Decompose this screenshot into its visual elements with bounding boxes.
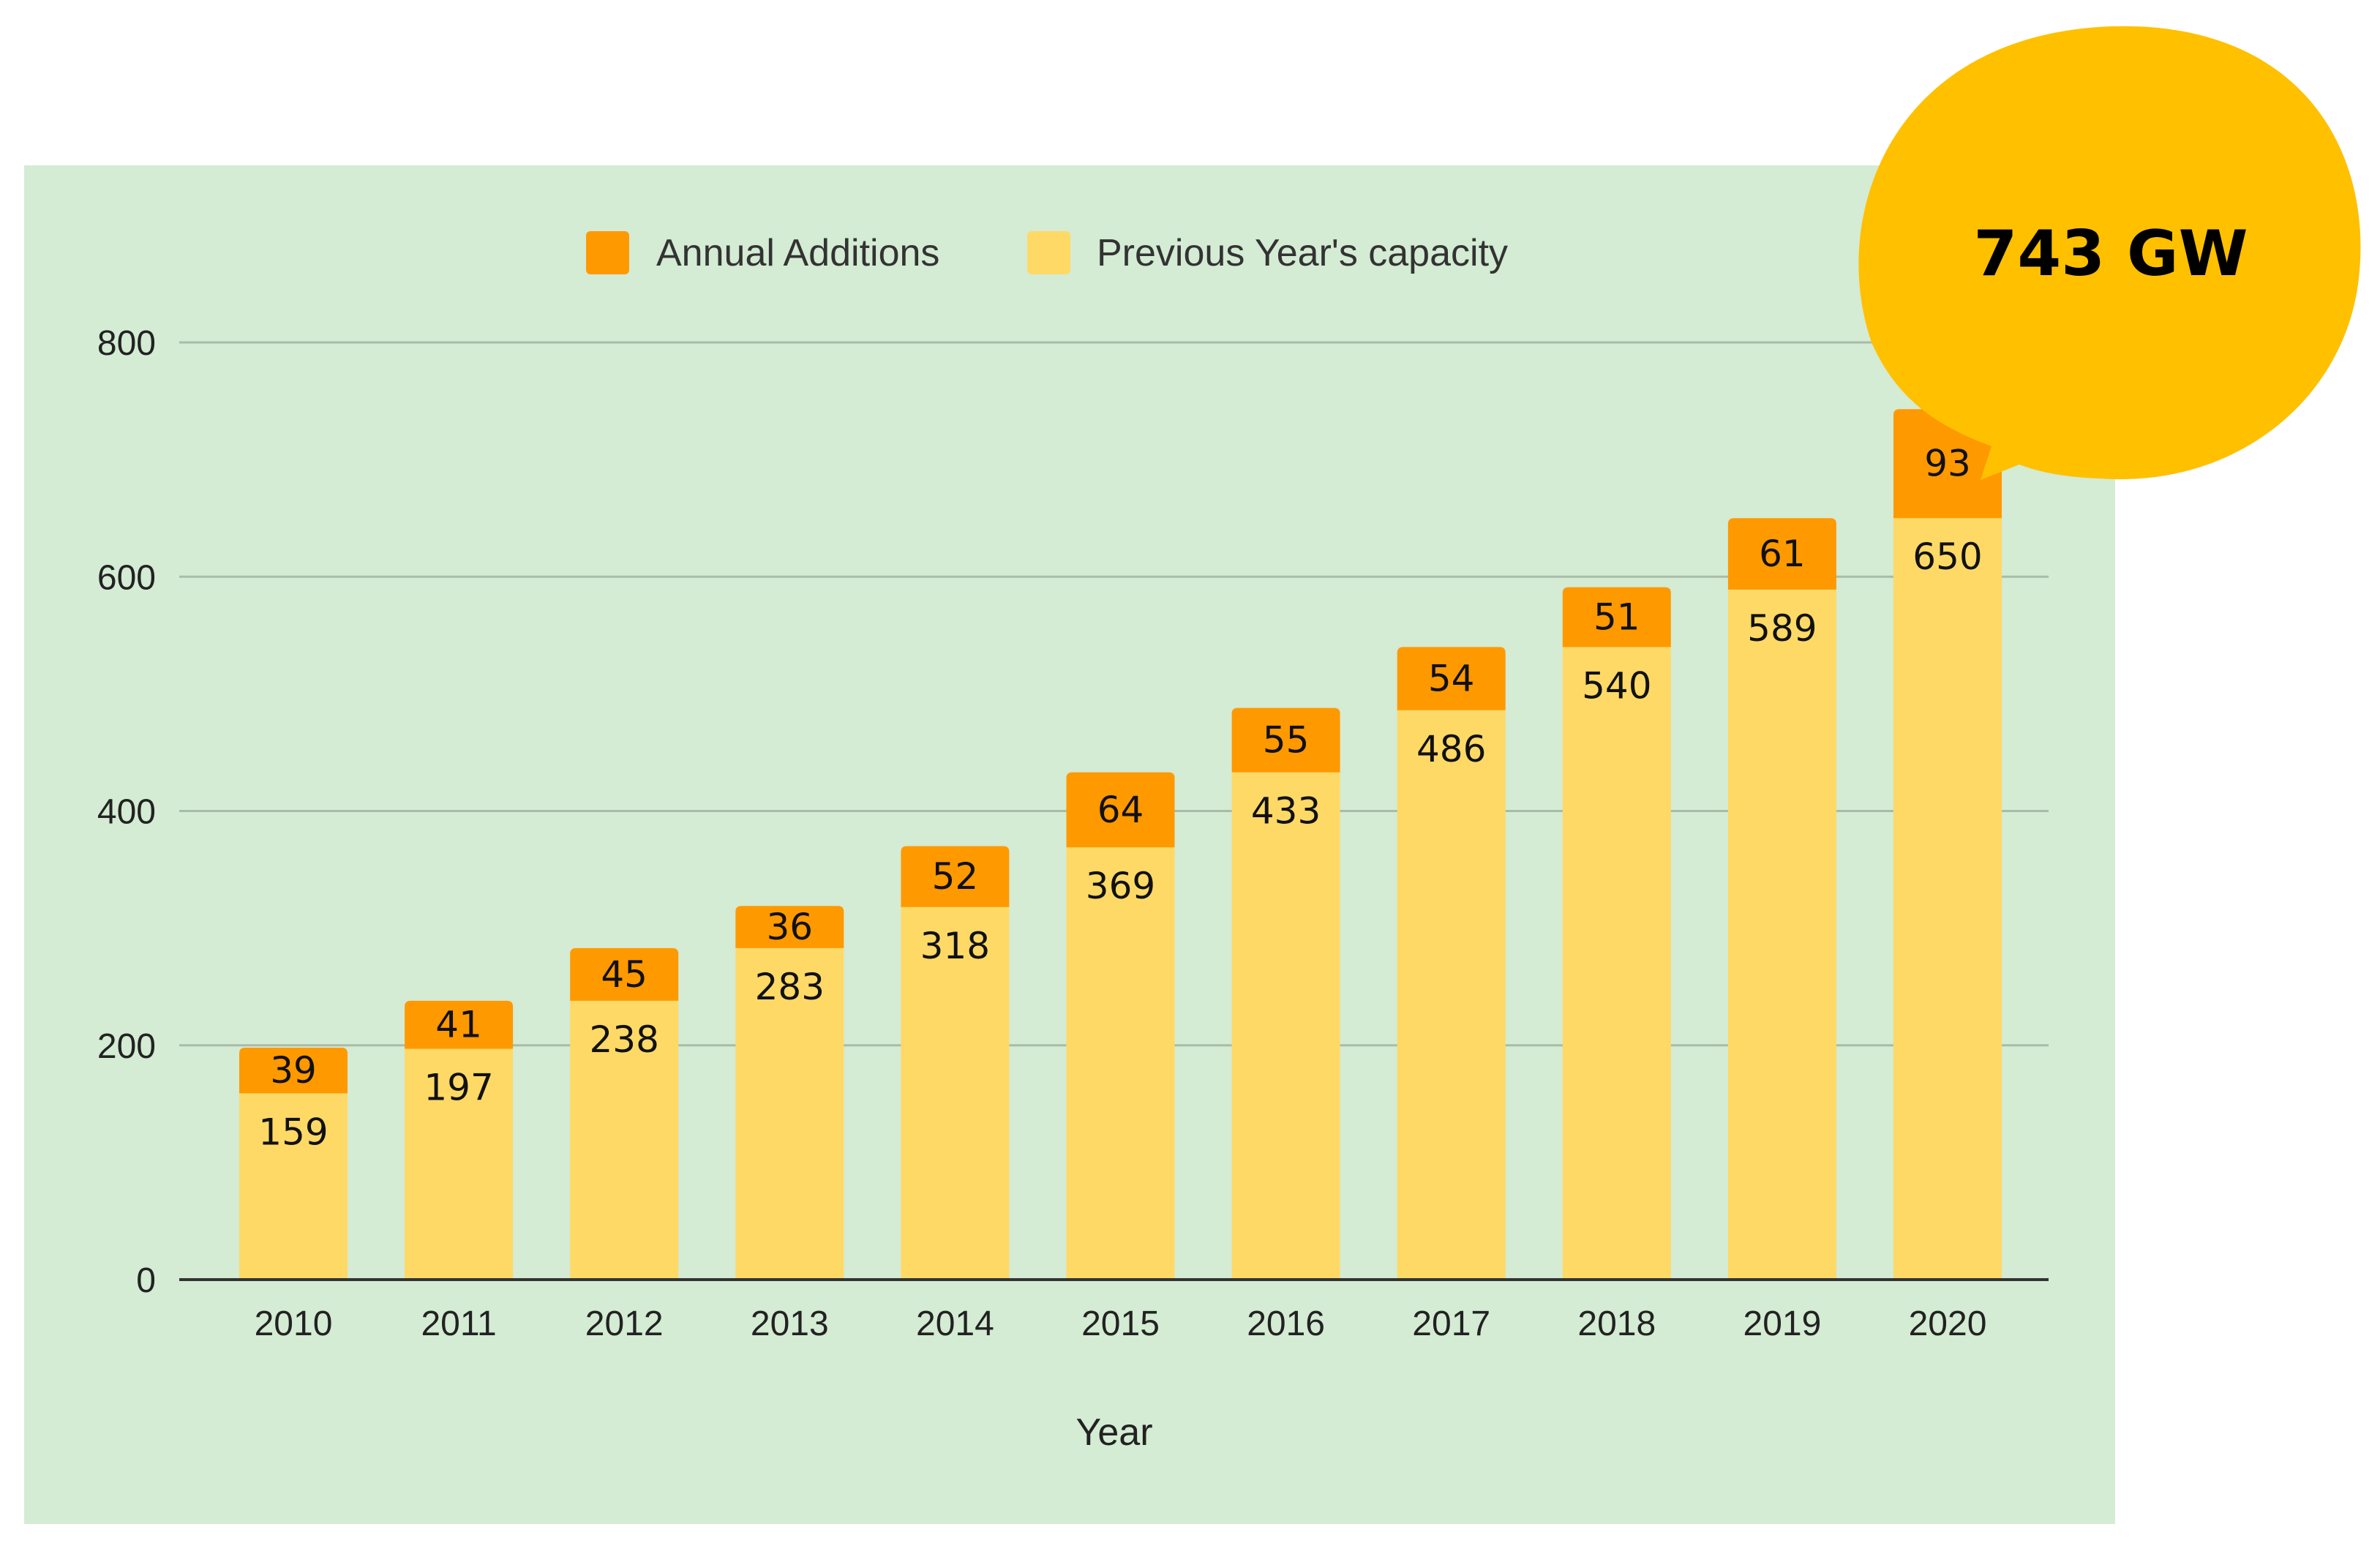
data-labels: 39 159 41 197 45 238 36 283 52 318 64 369 55 433 54 486… [258,443,1982,1154]
legend-label-previous-capacity: Previous Year's capacity [1097,232,1508,274]
bar-previous-capacity-2011 [405,1048,514,1280]
bar-annual-additions-2019 [1727,518,1836,590]
data-label-previous-capacity-2012: 238 [589,1018,658,1061]
data-label-annual-additions-2013: 36 [766,906,813,948]
bar-previous-capacity-2016 [1231,772,1340,1280]
data-label-previous-capacity-2016: 433 [1251,790,1321,833]
data-label-previous-capacity-2018: 540 [1582,664,1651,707]
x-tick-label-2020: 2020 [1909,1304,1987,1343]
legend-label-annual-additions: Annual Additions [656,232,939,274]
data-label-annual-additions-2010: 39 [270,1049,317,1092]
data-label-previous-capacity-2010: 159 [258,1111,328,1153]
legend-swatch-annual-additions [586,231,629,274]
y-tick-label: 400 [97,793,156,832]
y-tick-label: 0 [136,1261,156,1300]
x-tick-label-2016: 2016 [1247,1304,1325,1343]
callout-text: 743 GW [1974,217,2248,290]
data-label-annual-additions-2020: 93 [1924,443,1971,485]
bar-annual-additions-2013 [735,906,844,948]
data-label-annual-additions-2015: 64 [1097,789,1144,831]
legend-swatch-previous-capacity [1027,231,1070,274]
y-tick-label: 800 [97,324,156,363]
data-label-annual-additions-2016: 55 [1263,719,1310,762]
data-label-annual-additions-2012: 45 [601,953,647,996]
x-tick-label-2018: 2018 [1577,1304,1656,1343]
data-label-annual-additions-2018: 51 [1593,596,1640,638]
data-label-previous-capacity-2015: 369 [1086,865,1155,907]
legend: Annual Additions Previous Year's capacit… [586,231,1508,274]
bar-previous-capacity-2012 [570,1000,679,1280]
bar-previous-capacity-2015 [1066,847,1175,1280]
bar-annual-additions-2015 [1066,772,1175,848]
x-tick-label-2015: 2015 [1081,1304,1160,1343]
x-axis-ticks: 2010 2011 2012 2013 2014 2015 2016 2017 2018 2019… [255,1304,1987,1343]
data-label-previous-capacity-2019: 589 [1747,607,1817,650]
bar-previous-capacity-2013 [735,947,844,1280]
bar-annual-additions-2018 [1562,587,1671,647]
bar-previous-capacity-2018 [1562,647,1671,1280]
x-tick-label-2019: 2019 [1743,1304,1822,1343]
data-label-annual-additions-2014: 52 [932,855,979,898]
bars [239,409,2002,1280]
bar-annual-additions-2014 [901,846,1010,907]
x-tick-label-2013: 2013 [751,1304,829,1343]
data-label-annual-additions-2019: 61 [1759,533,1806,575]
data-label-previous-capacity-2011: 197 [424,1067,493,1109]
x-tick-label-2011: 2011 [421,1304,496,1343]
bar-previous-capacity-2010 [239,1093,348,1280]
bar-annual-additions-2012 [570,947,679,1001]
bar-previous-capacity-2019 [1727,589,1836,1280]
bar-annual-additions-2011 [405,1000,514,1049]
callout-bubble-shape [1858,26,2361,480]
bar-annual-additions-2016 [1231,707,1340,773]
y-tick-label: 200 [97,1027,156,1066]
data-label-annual-additions-2017: 54 [1428,658,1475,700]
x-tick-label-2017: 2017 [1412,1304,1490,1343]
data-label-previous-capacity-2013: 283 [755,966,825,1008]
x-tick-label-2012: 2012 [585,1304,664,1343]
bar-previous-capacity-2020 [1893,518,2002,1280]
bar-previous-capacity-2014 [901,906,1010,1280]
data-label-previous-capacity-2014: 318 [920,925,990,967]
x-tick-label-2014: 2014 [916,1304,994,1343]
bar-previous-capacity-2017 [1397,710,1506,1280]
x-axis-title: Year [1075,1411,1152,1454]
bar-annual-additions-2017 [1397,647,1506,710]
callout-bubble: 743 GW [1858,26,2361,480]
data-label-previous-capacity-2017: 486 [1416,728,1486,770]
data-label-annual-additions-2011: 41 [435,1004,482,1046]
x-tick-label-2010: 2010 [255,1304,333,1343]
bar-annual-additions-2010 [239,1047,348,1094]
data-label-previous-capacity-2020: 650 [1912,536,1982,578]
y-tick-label: 600 [97,558,156,597]
y-axis-ticks: 0 200 400 600 800 [97,324,156,1300]
